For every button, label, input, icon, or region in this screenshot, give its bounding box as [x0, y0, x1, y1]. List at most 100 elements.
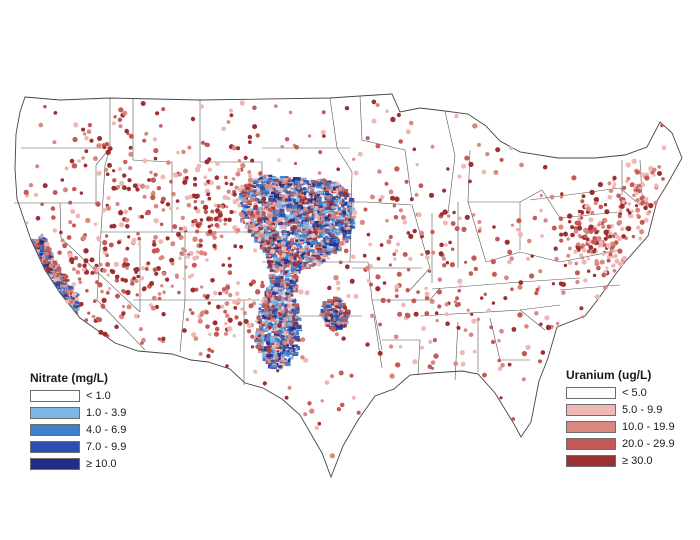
well-dot	[193, 199, 197, 204]
well-dot	[213, 331, 220, 337]
well-dot	[204, 295, 210, 300]
uranium-area-cell	[331, 215, 335, 219]
well-dot	[643, 205, 648, 211]
uranium-area-cell	[262, 203, 269, 207]
nitrate-area-cell	[298, 215, 304, 219]
nitrate-area-cell	[314, 196, 317, 201]
nitrate-area-cell	[280, 186, 286, 190]
well-dot	[457, 174, 462, 179]
well-dot	[91, 314, 96, 319]
nitrate-area-cell	[64, 293, 68, 296]
uranium-area-cell	[255, 335, 259, 338]
well-dot	[657, 171, 662, 176]
uranium-area-cell	[272, 234, 277, 237]
well-dot	[577, 225, 583, 231]
well-dot	[303, 412, 308, 417]
uranium-area-cell	[259, 246, 265, 250]
nitrate-area-cell	[278, 353, 281, 358]
nitrate-area-cell	[338, 317, 345, 322]
well-dot	[346, 293, 351, 299]
nitrate-area-cell	[326, 181, 330, 186]
uranium-area-cell	[255, 337, 258, 342]
uranium-area-cell	[332, 320, 336, 323]
well-dot	[139, 183, 146, 189]
nitrate-area-cell	[268, 241, 273, 246]
well-dot	[92, 156, 98, 162]
well-dot	[209, 180, 214, 186]
well-dot	[588, 245, 594, 250]
nitrate-area-cell	[321, 258, 325, 262]
uranium-area-cell	[274, 229, 277, 232]
uranium-area-cell	[348, 196, 351, 199]
nitrate-area-cell	[261, 216, 267, 221]
well-dot	[472, 123, 478, 129]
nitrate-area-cell	[343, 220, 348, 224]
well-dot	[433, 353, 439, 359]
uranium-area-cell	[267, 348, 273, 352]
nitrate-area-cell	[321, 260, 326, 263]
well-dot	[266, 316, 272, 321]
well-dot	[639, 196, 644, 201]
uranium-area-cell	[258, 341, 263, 344]
well-dot	[204, 188, 211, 194]
nitrate-area-cell	[330, 308, 334, 313]
uranium-area-cell	[64, 305, 68, 308]
well-dot	[243, 155, 248, 160]
well-dot	[207, 196, 212, 201]
uranium-area-cell	[264, 174, 270, 177]
well-dot	[607, 194, 613, 200]
uranium-area-cell	[265, 219, 272, 225]
well-dot	[207, 224, 211, 229]
well-dot	[35, 164, 40, 169]
well-dot	[430, 144, 435, 149]
nitrate-area-cell	[350, 224, 354, 229]
well-dot	[575, 279, 580, 285]
uranium-area-cell	[280, 241, 286, 246]
well-dot	[52, 272, 58, 278]
well-dot	[275, 185, 281, 191]
uranium-area-cell	[284, 360, 288, 363]
well-dot	[238, 211, 244, 217]
nitrate-area-cell	[326, 251, 331, 255]
nitrate-area-cell	[306, 225, 311, 229]
uranium-area-cell	[35, 262, 40, 266]
well-dot	[553, 246, 558, 251]
well-dot	[182, 277, 187, 281]
well-dot	[160, 174, 166, 180]
well-dot	[390, 195, 395, 201]
well-dot	[125, 266, 129, 270]
nitrate-area-cell	[275, 337, 280, 342]
well-dot	[95, 268, 100, 272]
well-dot	[85, 288, 89, 293]
nitrate-area-cell	[268, 233, 274, 237]
nitrate-area-cell	[285, 191, 291, 194]
well-dot	[428, 339, 433, 344]
well-dot	[237, 187, 242, 192]
well-dot	[196, 223, 200, 228]
uranium-swatch	[566, 404, 616, 416]
nitrate-area-cell	[282, 351, 289, 355]
uranium-area-cell	[46, 256, 51, 261]
nitrate-area-cell	[77, 302, 80, 306]
well-dot	[445, 321, 450, 327]
well-dot	[57, 250, 62, 255]
well-dot	[597, 223, 601, 227]
nitrate-area-cell	[284, 358, 287, 361]
nitrate-area-cell	[57, 280, 62, 283]
nitrate-area-cell	[290, 228, 293, 231]
uranium-area-cell	[310, 205, 314, 209]
well-dot	[81, 235, 87, 241]
well-dot	[338, 260, 343, 265]
nitrate-area-cell	[310, 248, 314, 252]
well-dot	[495, 147, 501, 153]
nitrate-area-cell	[251, 189, 258, 193]
nitrate-area-cell	[61, 305, 67, 308]
well-dot	[612, 175, 617, 181]
well-dot	[190, 311, 195, 315]
uranium-area-cell	[335, 188, 339, 191]
uranium-area-cell	[262, 224, 269, 227]
uranium-area-cell	[273, 344, 279, 348]
uranium-area-cell	[320, 215, 326, 220]
uranium-area-cell	[321, 210, 324, 214]
well-dot	[240, 307, 244, 311]
